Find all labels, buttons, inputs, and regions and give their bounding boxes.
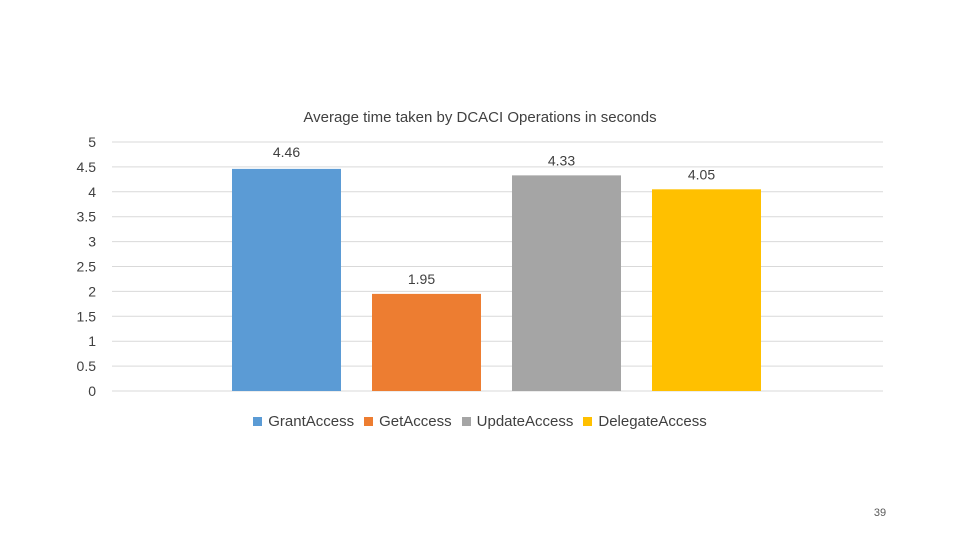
legend-swatch bbox=[583, 416, 593, 426]
legend-swatch bbox=[461, 416, 471, 426]
y-tick-label: 2 bbox=[88, 283, 96, 299]
y-axis-ticks: 0 0.5 1 1.5 2 2.5 3 3.5 4 4.5 5 bbox=[77, 134, 97, 399]
gridlines bbox=[112, 141, 883, 392]
legend-item-delegateaccess: DelegateAccess bbox=[583, 412, 707, 430]
legend-label: GrantAccess bbox=[268, 412, 355, 430]
legend-label: UpdateAccess bbox=[476, 412, 574, 430]
legend-item-getaccess: GetAccess bbox=[364, 413, 452, 430]
y-tick-label: 4.5 bbox=[77, 159, 97, 175]
legend-item-updateaccess: UpdateAccess bbox=[461, 412, 574, 430]
bars bbox=[232, 168, 761, 391]
legend-label: GetAccess bbox=[379, 412, 452, 430]
y-tick-label: 1.5 bbox=[77, 308, 97, 324]
y-tick-label: 1 bbox=[88, 333, 96, 349]
y-tick-label: 0 bbox=[88, 383, 96, 399]
legend-swatch bbox=[364, 416, 374, 426]
y-tick-label: 5 bbox=[88, 134, 96, 150]
y-tick-label: 2.5 bbox=[77, 259, 97, 275]
data-label-getaccess: 1.95 bbox=[408, 271, 435, 287]
y-tick-label: 0.5 bbox=[77, 358, 97, 374]
legend-swatch bbox=[253, 416, 263, 426]
data-labels: 4.46 1.95 4.33 4.05 bbox=[273, 144, 715, 287]
chart-title: Average time taken by DCACI Operations i… bbox=[303, 109, 656, 126]
legend-label: DelegateAccess bbox=[598, 412, 707, 430]
data-label-grantaccess: 4.46 bbox=[273, 144, 300, 160]
legend-item-grantaccess: GrantAccess bbox=[253, 413, 354, 430]
chart-legend: GrantAccess GetAccess UpdateAccess Delegate… bbox=[0, 410, 960, 432]
y-tick-label: 3 bbox=[88, 234, 96, 250]
bar-delegateaccess bbox=[652, 189, 761, 391]
page-number: 39 bbox=[873, 507, 887, 519]
y-tick-label: 4 bbox=[88, 184, 96, 200]
bar-getaccess bbox=[372, 293, 481, 391]
data-label-updateaccess: 4.33 bbox=[548, 152, 575, 168]
bar-updateaccess bbox=[512, 175, 621, 391]
y-tick-label: 3.5 bbox=[77, 209, 97, 225]
bar-grantaccess bbox=[232, 168, 341, 391]
data-label-delegateaccess: 4.05 bbox=[688, 166, 715, 182]
